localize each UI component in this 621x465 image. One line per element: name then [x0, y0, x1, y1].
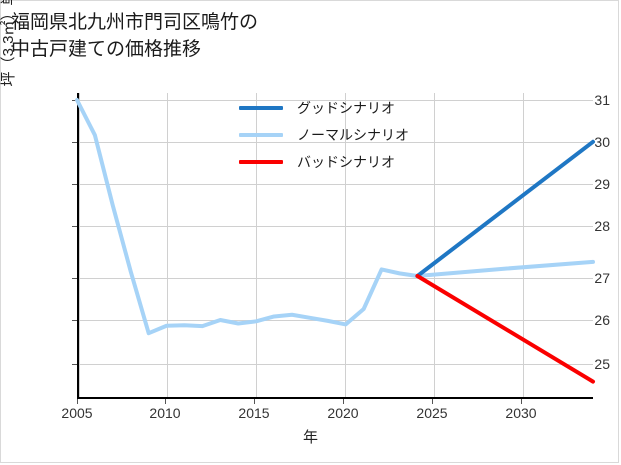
x-tick-mark: [521, 399, 522, 404]
x-tick-label: 2015: [238, 405, 270, 421]
x-tick-mark: [77, 399, 78, 404]
gridline-horizontal: [79, 184, 593, 185]
x-tick-label: 2005: [61, 405, 93, 421]
y-tick-label: 31: [594, 92, 610, 108]
legend-label-good: グッドシナリオ: [297, 99, 395, 116]
chart-legend: グッドシナリオ ノーマルシナリオ バッドシナリオ: [239, 94, 459, 175]
gridline-horizontal: [79, 278, 593, 279]
chart-title: 福岡県北九州市門司区鳴竹の 中古戸建ての価格推移: [11, 12, 259, 60]
legend-item-bad: バッドシナリオ: [239, 148, 459, 175]
gridline-vertical: [79, 93, 80, 397]
y-tick-label: 25: [594, 356, 610, 372]
x-tick-mark: [254, 399, 255, 404]
y-axis-label: 坪（3.3㎡）単価（万円）: [0, 0, 17, 87]
legend-label-normal: ノーマルシナリオ: [297, 126, 409, 143]
y-tick-label: 29: [594, 176, 610, 192]
legend-swatch-bad-icon: [239, 159, 283, 164]
legend-label-bad: バッドシナリオ: [297, 153, 395, 170]
y-tick-mark: [72, 142, 77, 143]
y-tick-mark: [72, 278, 77, 279]
x-tick-mark: [432, 399, 433, 404]
legend-item-normal: ノーマルシナリオ: [239, 121, 459, 148]
legend-swatch-good-icon: [239, 105, 283, 110]
gridline-vertical: [167, 93, 168, 397]
x-tick-mark: [165, 399, 166, 404]
x-tick-label: 2010: [149, 405, 181, 421]
y-tick-mark: [72, 364, 77, 365]
y-tick-label: 30: [594, 134, 610, 150]
y-tick-mark: [72, 320, 77, 321]
y-tick-mark: [72, 184, 77, 185]
x-tick-label: 2020: [327, 405, 359, 421]
y-tick-mark: [72, 100, 77, 101]
gridline-vertical: [523, 93, 524, 397]
y-tick-label: 28: [594, 218, 610, 234]
legend-swatch-normal-icon: [239, 132, 283, 137]
gridline-horizontal: [79, 364, 593, 365]
y-tick-mark: [72, 226, 77, 227]
y-tick-label: 26: [594, 312, 610, 328]
legend-item-good: グッドシナリオ: [239, 94, 459, 121]
x-axis-label: 年: [302, 429, 318, 446]
gridline-horizontal: [79, 320, 593, 321]
gridline-horizontal: [79, 226, 593, 227]
x-tick-label: 2025: [416, 405, 448, 421]
x-tick-mark: [343, 399, 344, 404]
x-tick-label: 2030: [505, 405, 537, 421]
y-tick-label: 27: [594, 270, 610, 286]
